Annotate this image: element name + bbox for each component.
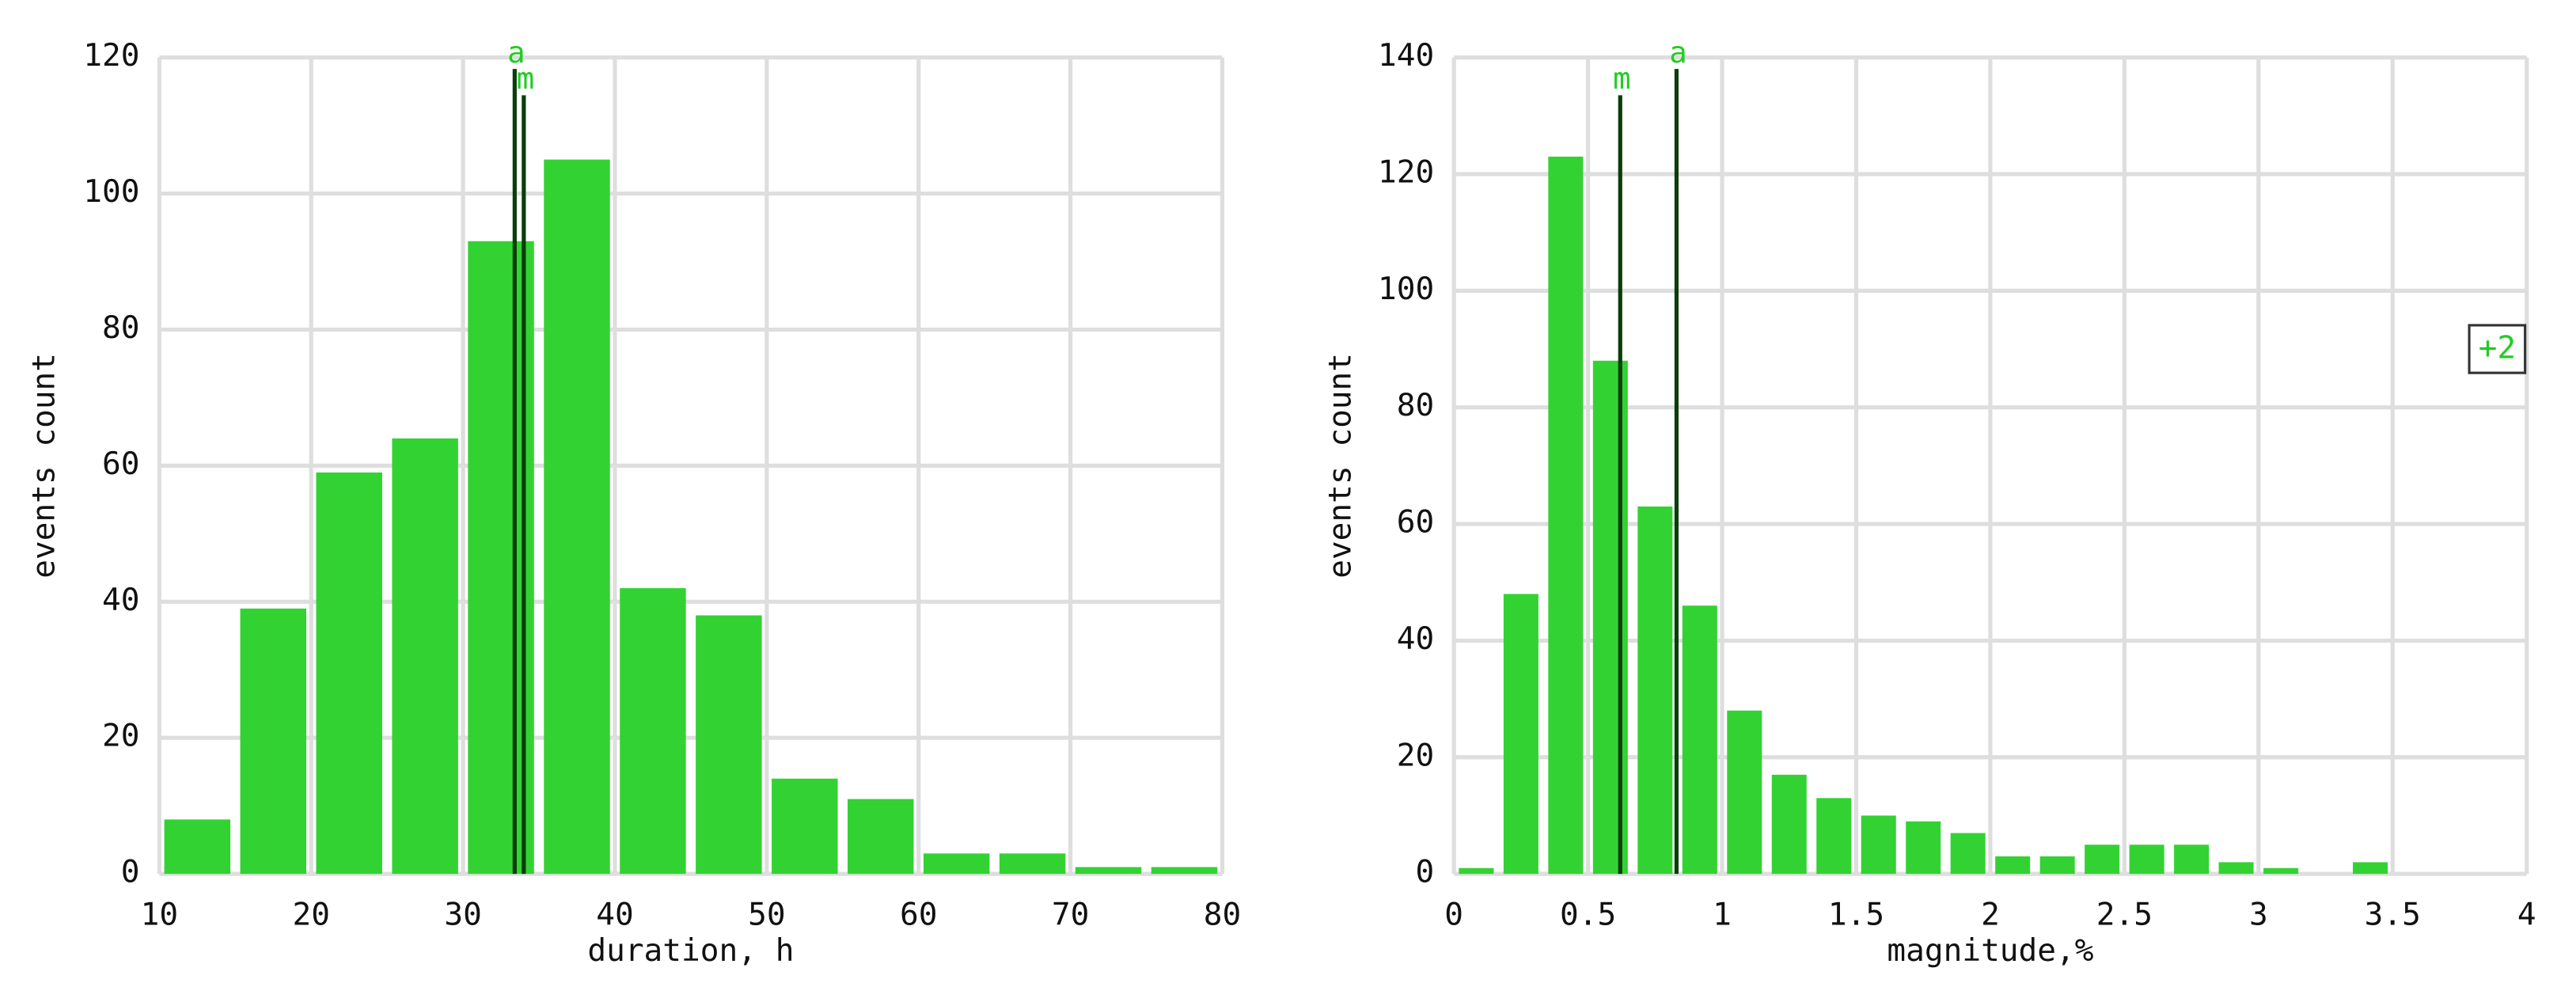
- x-tick-label: 70: [1052, 897, 1089, 933]
- bar: [1548, 156, 1584, 875]
- x-tick-label: 0.5: [1560, 897, 1616, 933]
- y-tick-label: 100: [83, 173, 139, 210]
- bar: [1682, 605, 1717, 875]
- y-tick-label: 120: [1378, 154, 1434, 190]
- x-tick-label: 2.5: [2096, 897, 2153, 933]
- x-tick-label: 50: [748, 897, 785, 933]
- bar: [1075, 867, 1142, 875]
- y-tick-label: 80: [102, 309, 139, 346]
- x-tick-label: 0: [1444, 897, 1463, 933]
- bar: [1995, 856, 2031, 875]
- bar: [620, 588, 686, 875]
- bar: [1637, 506, 1673, 875]
- y-tick-label: 40: [1397, 621, 1434, 657]
- x-tick-label: 30: [444, 897, 481, 933]
- y-tick-label: 0: [121, 854, 140, 890]
- reference-label: a: [1669, 35, 1687, 70]
- x-tick-label: 10: [141, 897, 178, 933]
- bar: [2353, 862, 2388, 875]
- x-tick-label: 40: [596, 897, 633, 933]
- x-tick-label: 60: [900, 897, 937, 933]
- y-axis-label: events count: [26, 353, 63, 579]
- bar: [240, 608, 307, 875]
- bar: [1151, 867, 1218, 875]
- bar: [1861, 815, 1896, 875]
- bar: [848, 799, 914, 875]
- bar: [1727, 710, 1762, 875]
- y-tick-label: 20: [1397, 737, 1434, 773]
- bar: [1771, 774, 1807, 875]
- bar: [316, 472, 382, 875]
- bar: [772, 778, 838, 875]
- x-tick-label: 80: [1204, 897, 1241, 933]
- bar: [164, 819, 231, 875]
- y-tick-label: 60: [102, 446, 139, 482]
- bar: [2039, 856, 2075, 875]
- overflow-label: +2: [2479, 330, 2516, 366]
- bar: [999, 853, 1066, 875]
- bar: [2174, 844, 2210, 875]
- bar: [1592, 360, 1628, 875]
- x-axis-label: duration, h: [587, 932, 794, 969]
- x-tick-label: 1: [1713, 897, 1732, 933]
- y-tick-label: 120: [83, 37, 139, 74]
- bar: [2218, 862, 2254, 875]
- reference-label: a: [507, 35, 525, 70]
- bar: [696, 615, 762, 875]
- x-tick-label: 3.5: [2365, 897, 2421, 933]
- x-tick-label: 4: [2517, 897, 2536, 933]
- y-tick-label: 0: [1416, 854, 1435, 890]
- y-tick-label: 140: [1378, 37, 1434, 74]
- bar: [1816, 798, 1852, 875]
- bar: [2263, 867, 2299, 875]
- bar: [544, 159, 610, 875]
- bar: [1503, 594, 1538, 875]
- bar: [2085, 844, 2120, 875]
- x-tick-label: 1.5: [1828, 897, 1884, 933]
- bar: [2129, 844, 2164, 875]
- x-tick-label: 3: [2249, 897, 2268, 933]
- y-tick-label: 20: [102, 718, 139, 754]
- y-tick-label: 100: [1378, 271, 1434, 307]
- x-tick-label: 20: [292, 897, 329, 933]
- y-tick-label: 40: [102, 582, 139, 618]
- bar: [923, 853, 990, 875]
- bar: [1950, 833, 1986, 875]
- x-axis-label: magnitude,%: [1887, 932, 2093, 969]
- reference-label: m: [517, 61, 535, 96]
- x-tick-label: 2: [1981, 897, 2000, 933]
- bar: [1906, 821, 1941, 875]
- bar: [392, 438, 458, 875]
- y-axis-label: events count: [1322, 353, 1359, 579]
- bar: [1459, 867, 1494, 875]
- overflow-box: [2468, 324, 2527, 374]
- reference-label: m: [1613, 61, 1631, 96]
- y-tick-label: 60: [1397, 504, 1434, 541]
- y-tick-label: 80: [1397, 387, 1434, 423]
